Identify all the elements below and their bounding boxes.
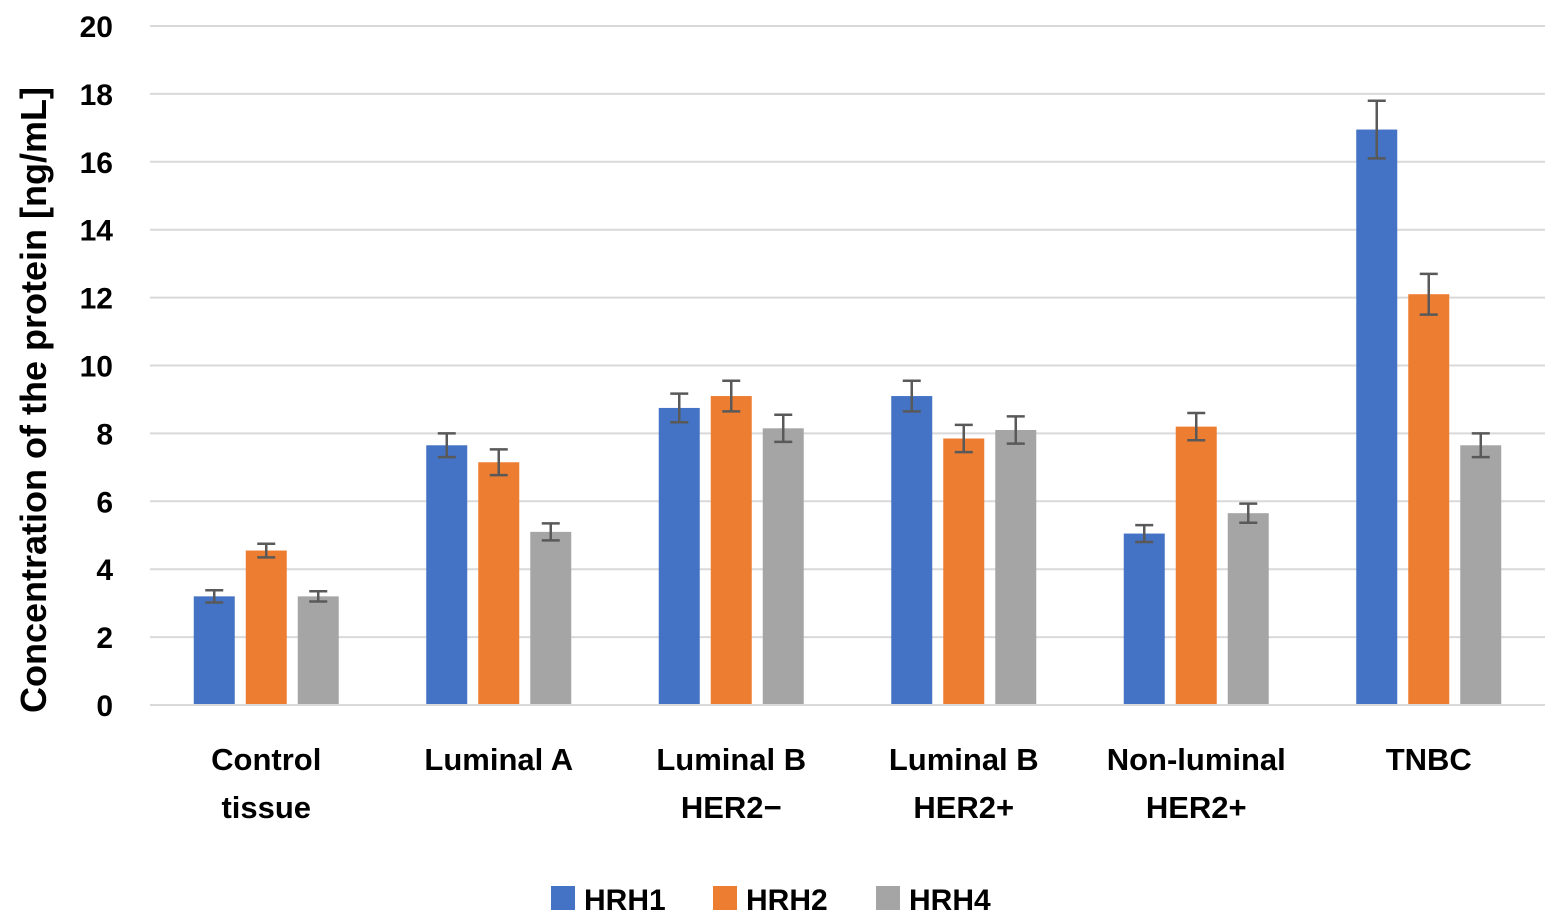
y-tick-label: 6 [96, 486, 113, 519]
error-bar-hrh4 [1471, 432, 1490, 459]
bar-hrh4 [1227, 513, 1269, 705]
legend-item-hrh1: HRH1 [551, 884, 666, 917]
error-bar-hrh1 [1135, 523, 1154, 544]
y-tick-label: 8 [96, 418, 113, 451]
x-category-label: Non-luminal HER2+ [1107, 742, 1286, 825]
y-tick-label: 18 [80, 79, 113, 112]
y-tick-label: 12 [80, 283, 113, 316]
error-bar-hrh2 [1419, 272, 1438, 316]
x-category-label: Luminal A [424, 742, 573, 777]
bar-hrh4 [297, 596, 339, 705]
x-category-label: Luminal B HER2+ [889, 742, 1039, 825]
bar-hrh4 [995, 430, 1037, 705]
bar-hrh4 [1460, 445, 1502, 705]
bar-hrh1 [891, 396, 933, 705]
bar-hrh2 [710, 396, 752, 705]
error-bar-hrh4 [541, 522, 560, 542]
error-bar-hrh2 [722, 379, 741, 413]
legend-item-hrh4: HRH4 [876, 884, 991, 917]
legend-label: HRH1 [584, 884, 666, 917]
y-tick-label: 20 [80, 11, 113, 44]
bar-hrh1 [193, 596, 235, 705]
y-tick-label: 0 [96, 690, 113, 723]
bar-hrh1 [1356, 129, 1398, 706]
bar-hrh1 [426, 445, 468, 705]
error-bar-hrh2 [1187, 411, 1206, 442]
bar-hrh2 [1408, 294, 1450, 705]
error-bar-hrh4 [1239, 502, 1258, 524]
error-bar-hrh1 [670, 392, 689, 424]
y-tick-label: 2 [96, 622, 113, 655]
y-axis-title: Concentration of the protein [ng/mL] [13, 87, 54, 713]
bar-hrh4 [530, 531, 572, 705]
error-bar-hrh2 [489, 448, 508, 477]
x-category-label: Luminal B HER2− [656, 742, 806, 825]
bars [193, 129, 1502, 706]
legend-label: HRH2 [746, 884, 828, 917]
y-tick-label: 4 [96, 554, 113, 587]
error-bar-hrh1 [1367, 99, 1386, 160]
error-bar-hrh2 [257, 542, 276, 559]
bar-hrh2 [1175, 426, 1217, 705]
error-bar-hrh1 [902, 379, 921, 413]
x-category-label: Control tissue [211, 742, 321, 825]
error-bar-hrh4 [774, 413, 793, 444]
error-bar-hrh1 [205, 588, 224, 604]
y-tick-label: 14 [80, 215, 114, 248]
error-bar-hrh4 [309, 590, 328, 603]
bar-hrh2 [478, 462, 520, 705]
bar-hrh2 [245, 550, 287, 705]
y-tick-label: 16 [80, 147, 113, 180]
legend: HRH1 HRH2 HRH4 [551, 884, 991, 917]
error-bar-hrh4 [1006, 415, 1025, 445]
x-category-label: TNBC [1386, 742, 1472, 777]
bar-hrh1 [658, 407, 700, 705]
y-axis-ticks: 0 2 4 6 8 10 12 14 16 18 20 [80, 11, 114, 723]
error-bar-hrh1 [437, 432, 456, 459]
error-bars [205, 99, 1490, 604]
legend-swatch [876, 886, 900, 910]
bar-hrh4 [762, 428, 804, 705]
y-tick-label: 10 [80, 351, 113, 384]
legend-item-hrh2: HRH2 [713, 884, 828, 917]
bar-hrh1 [1123, 533, 1165, 705]
error-bar-hrh2 [954, 423, 973, 454]
legend-swatch [713, 886, 737, 910]
legend-label: HRH4 [909, 884, 991, 917]
x-axis-category-labels: Control tissue Luminal A Luminal B HER2− Lumi… [211, 742, 1472, 825]
bar-hrh2 [943, 438, 985, 705]
gridlines [150, 25, 1545, 639]
legend-swatch [551, 886, 575, 910]
